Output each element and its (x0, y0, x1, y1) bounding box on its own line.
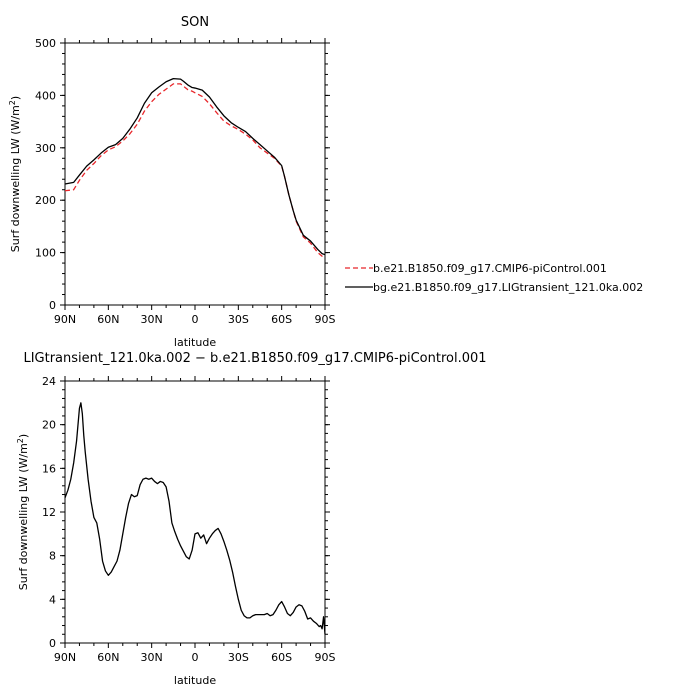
top-y-tick-label: 100 (35, 247, 56, 260)
bottom-y-axis-label-end: ) (17, 434, 30, 438)
bottom-y-tick-label: 12 (42, 506, 56, 519)
bottom-x-tick-label: 60N (97, 651, 119, 664)
bottom-y-tick-label: 4 (49, 593, 56, 606)
bottom-plot-frame (64, 380, 326, 644)
bottom-y-tick-label: 0 (49, 637, 56, 650)
top-y-axis-label-end: ) (9, 96, 22, 100)
bottom-x-tick-label: 90S (315, 651, 336, 664)
top-x-tick-label: 0 (192, 313, 199, 326)
top-y-axis-label-superscript: 2 (8, 100, 17, 105)
top-x-tick-label: 60N (97, 313, 119, 326)
bottom-x-tick-label: 90N (54, 651, 76, 664)
bottom-y-tick-label: 8 (49, 550, 56, 563)
top-x-tick-label: 60S (271, 313, 292, 326)
bottom-y-tick-label: 20 (42, 419, 56, 432)
bottom-panel: LIGtransient_121.0ka.002 − b.e21.B1850.f… (16, 351, 487, 687)
bottom-x-tick-label: 60S (271, 651, 292, 664)
top-x-tick-label: 90N (54, 313, 76, 326)
bottom-x-tick-label: 30S (228, 651, 249, 664)
legend: b.e21.B1850.f09_g17.CMIP6-piControl.001 … (345, 262, 643, 294)
top-series-lines (64, 77, 326, 258)
legend-label-picontrol: b.e21.B1850.f09_g17.CMIP6-piControl.001 (373, 262, 607, 275)
top-y-axis-label: Surf downwelling LW (W/m2) (8, 96, 22, 252)
bottom-x-axis-label: latitude (174, 674, 216, 687)
top-y-tick-label: 200 (35, 194, 56, 207)
bottom-y-tick-label: 16 (42, 462, 56, 475)
top-x-tick-label: 30S (228, 313, 249, 326)
bottom-y-tick-label: 24 (42, 375, 56, 388)
top-axis-ticks: 90N 60N 30N 0 30S 60S 90S 0 100 200 300 400 500 (35, 37, 336, 326)
top-y-tick-label: 400 (35, 89, 56, 102)
bottom-y-axis-label-superscript: 2 (16, 438, 25, 443)
bottom-series-line-0 (64, 402, 326, 635)
top-plot-frame (64, 42, 326, 306)
top-series-line-1 (64, 77, 326, 256)
bottom-x-tick-label: 30N (141, 651, 163, 664)
top-y-tick-label: 500 (35, 37, 56, 50)
bottom-axis-ticks: 90N 60N 30N 0 30S 60S 90S 0 4 8 12 16 20 24 (42, 375, 336, 664)
top-y-tick-label: 0 (49, 299, 56, 312)
legend-label-ligtransient: bg.e21.B1850.f09_g17.LIGtransient_121.0k… (373, 281, 643, 294)
top-x-tick-label: 90S (315, 313, 336, 326)
bottom-x-tick-label: 0 (192, 651, 199, 664)
top-x-axis-label: latitude (174, 336, 216, 349)
top-y-axis-label-main: Surf downwelling LW (W/m (9, 105, 22, 252)
top-chart-title: SON (181, 15, 209, 30)
top-series-line-0 (64, 83, 326, 258)
bottom-y-axis-label-main: Surf downwelling LW (W/m (17, 443, 30, 590)
top-y-tick-label: 300 (35, 142, 56, 155)
bottom-series-lines (64, 402, 326, 635)
top-panel: SON 90N 60N 30N 0 30S 60S 90S0100200300400500 … (8, 15, 336, 349)
top-x-tick-label: 30N (141, 313, 163, 326)
bottom-chart-title: LIGtransient_121.0ka.002 − b.e21.B1850.f… (23, 351, 486, 366)
bottom-y-axis-label: Surf downwelling LW (W/m2) (16, 434, 30, 590)
